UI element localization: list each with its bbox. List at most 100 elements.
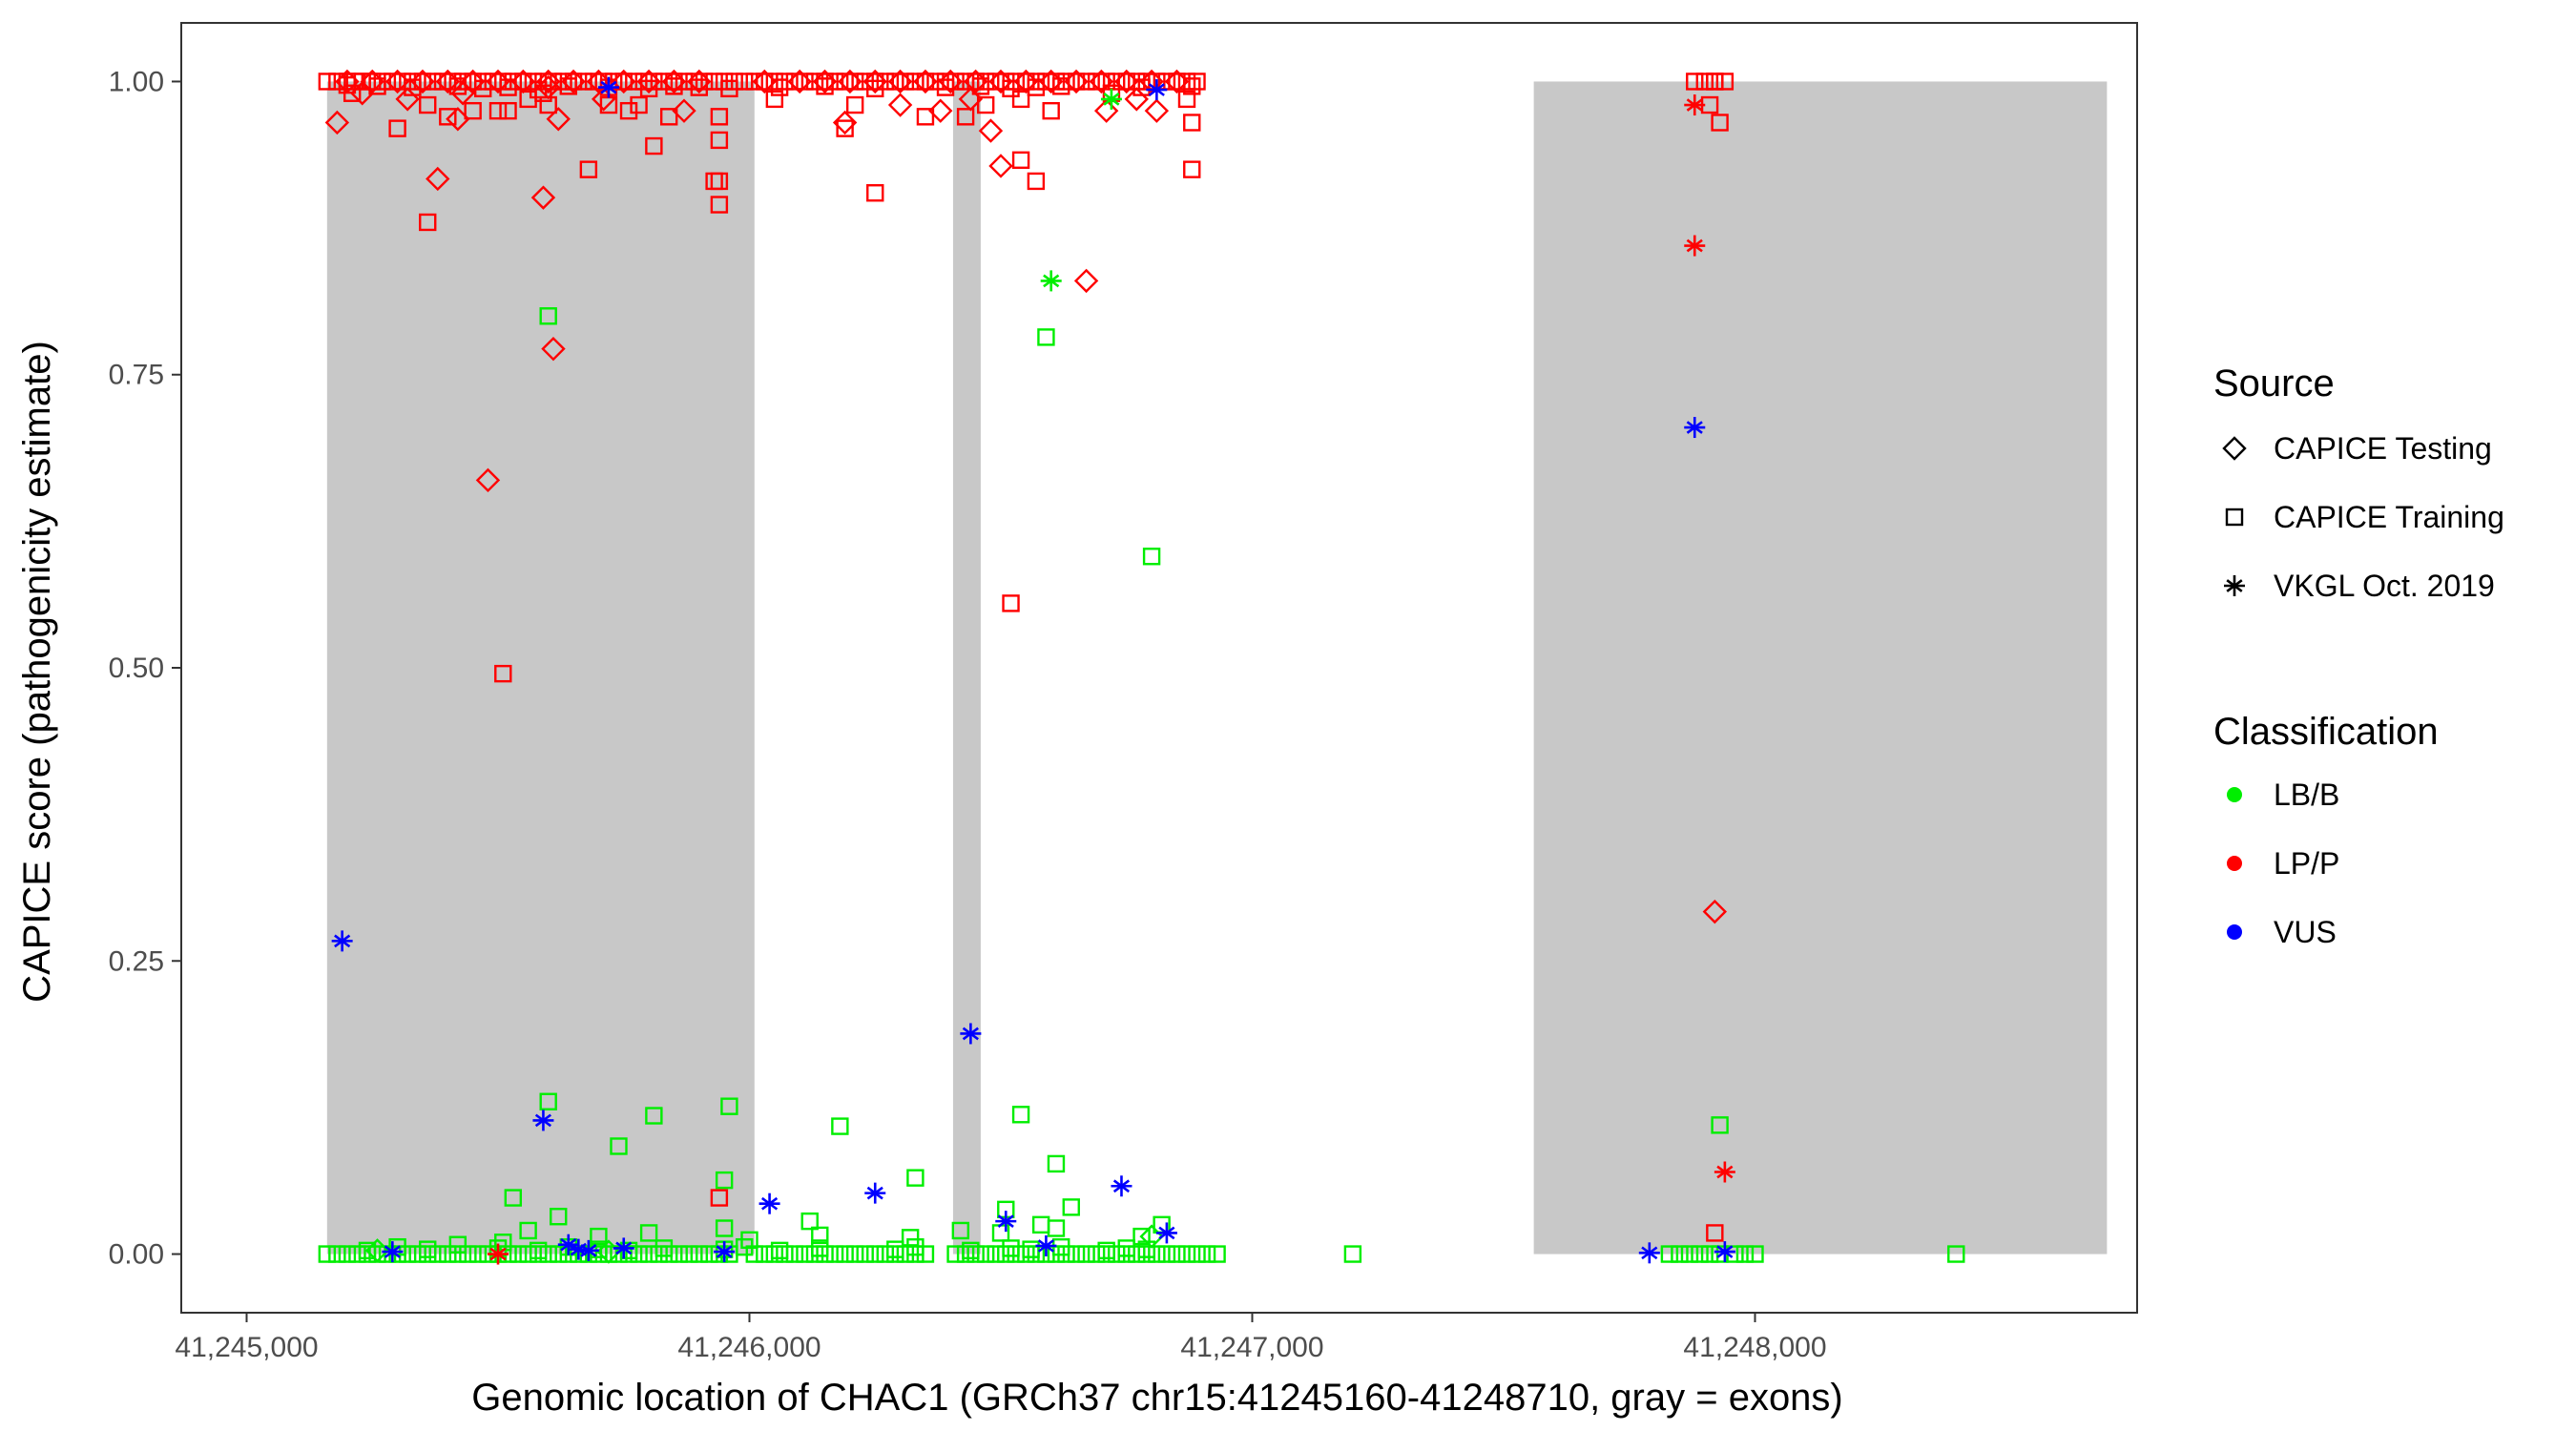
legend-classification-label: LB/B	[2274, 778, 2339, 812]
legend-key-asterisk	[2224, 575, 2245, 596]
point-square-lpp	[866, 184, 884, 202]
point-square-lbb	[740, 1231, 758, 1249]
point-square-lbb	[765, 1245, 784, 1263]
point-diamond-lpp	[546, 107, 571, 132]
point-square-lpp	[318, 73, 337, 91]
point-square-lpp	[639, 79, 658, 98]
legend-source-label: CAPICE Testing	[2274, 431, 2492, 466]
point-square-lpp	[710, 131, 729, 150]
point-square-lpp	[419, 95, 437, 114]
x-axis-title: Genomic location of CHAC1 (GRCh37 chr15:…	[471, 1377, 1843, 1419]
point-square-lpp	[1177, 73, 1196, 91]
point-square-lpp	[796, 73, 814, 91]
point-square-lpp	[444, 73, 462, 91]
point-asterisk-lbb	[1040, 270, 1062, 292]
point-square-lpp	[926, 73, 945, 91]
point-square-lpp	[1011, 151, 1030, 170]
point-square-lbb	[1097, 1241, 1115, 1260]
point-square-lbb	[645, 1107, 663, 1125]
point-square-lbb	[680, 1245, 698, 1263]
point-square-lpp	[916, 108, 935, 126]
point-square-lpp	[946, 73, 965, 91]
exon-band-2	[952, 81, 981, 1255]
point-square-lbb	[951, 1221, 970, 1240]
point-asterisk-vus	[1684, 417, 1706, 439]
point-square-lbb	[1077, 1245, 1095, 1263]
point-square-lpp	[439, 108, 457, 126]
point-square-lbb	[1208, 1245, 1226, 1263]
point-square-lpp	[579, 160, 598, 178]
point-square-lbb	[831, 1117, 849, 1135]
y-axis-title: CAPICE score (pathogenicity estimate)	[16, 341, 58, 1003]
point-asterisk-vus	[1111, 1175, 1132, 1197]
point-diamond-lpp	[1013, 69, 1039, 94]
exon-band-3	[1533, 81, 2108, 1255]
point-square-lbb	[318, 1245, 337, 1263]
point-square-lbb	[720, 1097, 738, 1115]
point-square-lpp	[488, 101, 508, 120]
point-square-lbb	[1660, 1245, 1679, 1263]
legend-classification-label: VUS	[2274, 915, 2337, 949]
point-square-lbb	[419, 1240, 437, 1258]
point-square-lbb	[1157, 1245, 1176, 1263]
point-diamond-lpp	[450, 81, 475, 106]
point-diamond-lpp	[541, 336, 566, 362]
point-diamond-lpp	[862, 69, 887, 94]
point-square-lpp	[559, 77, 577, 95]
point-square-lbb	[886, 1240, 904, 1258]
point-square-lbb	[448, 1245, 467, 1263]
point-square-lbb	[966, 1245, 985, 1263]
legend-classification-items: LB/B LP/P VUS	[2227, 778, 2339, 949]
point-square-lbb	[1197, 1245, 1216, 1263]
point-square-lbb	[408, 1245, 426, 1263]
point-asterisk-vus	[1155, 1222, 1177, 1244]
point-square-lbb	[1746, 1245, 1764, 1263]
point-square-lbb	[816, 1245, 834, 1263]
point-square-lbb	[811, 1226, 829, 1245]
point-square-lbb	[800, 1212, 819, 1231]
point-asterisk-vus	[613, 1237, 634, 1259]
point-square-lbb	[1700, 1245, 1719, 1263]
point-square-lpp	[1177, 90, 1196, 109]
legend-source-title: Source	[2213, 363, 2335, 404]
legend-key-diamond	[2222, 436, 2247, 461]
point-square-lbb	[866, 1245, 884, 1263]
point-square-lbb	[811, 1239, 829, 1257]
point-square-lbb	[348, 1245, 366, 1263]
point-square-lbb	[338, 1245, 357, 1263]
point-square-lbb	[610, 1245, 628, 1263]
point-square-lpp	[776, 73, 794, 91]
point-square-lpp	[845, 73, 864, 91]
point-square-lpp	[665, 77, 683, 95]
point-diamond-lpp	[1144, 98, 1170, 123]
x-tick-label: 41,245,000	[175, 1332, 318, 1363]
point-diamond-lpp	[687, 69, 712, 94]
point-asterisk-vus	[532, 1110, 554, 1131]
point-square-lpp	[424, 73, 442, 91]
point-diamond-lpp	[530, 185, 556, 210]
point-square-lbb	[770, 1241, 789, 1260]
point-diamond-lpp	[661, 69, 687, 94]
point-square-lpp	[765, 90, 784, 109]
exon-bands	[326, 81, 2108, 1255]
point-square-lpp	[1183, 77, 1201, 95]
point-square-lpp	[388, 119, 406, 137]
point-asterisk-vus	[714, 1241, 736, 1263]
point-square-lpp	[836, 73, 854, 91]
point-square-lpp	[1077, 73, 1095, 91]
point-square-lbb	[504, 1189, 523, 1207]
point-square-lbb	[1002, 1239, 1020, 1257]
point-diamond-lpp	[1038, 69, 1064, 94]
point-square-lpp	[845, 95, 864, 114]
point-asterisk-vus	[960, 1023, 982, 1045]
point-diamond-lpp	[395, 87, 420, 112]
point-asterisk-vus	[995, 1211, 1017, 1233]
point-diamond-lpp	[1093, 98, 1119, 123]
point-square-lpp	[1706, 73, 1724, 91]
axes: 41,245,000 41,246,000 41,247,000 41,248,000…	[109, 66, 1827, 1363]
point-square-lpp	[705, 172, 723, 191]
point-square-lpp	[710, 108, 729, 126]
point-asterisk-lpp	[1684, 94, 1706, 116]
point-square-lbb	[1735, 1245, 1755, 1263]
point-square-lbb	[1168, 1245, 1186, 1263]
